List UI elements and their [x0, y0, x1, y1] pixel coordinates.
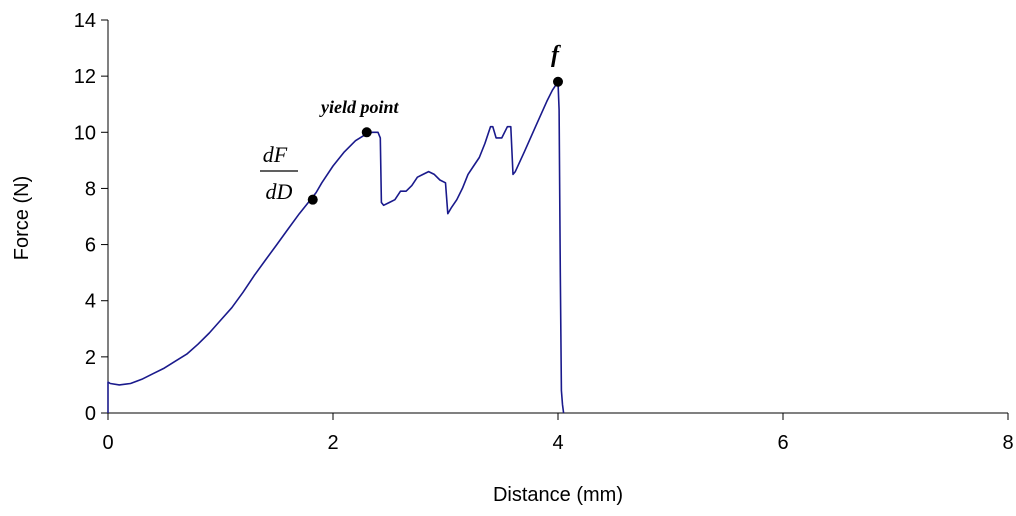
yield-point-label: yield point — [319, 97, 399, 117]
failure-point-label: f — [551, 42, 561, 68]
y-tick-label: 12 — [74, 66, 96, 88]
axes: 0 2 4 6 8 10 12 14 0 2 4 6 8 — [74, 10, 1014, 454]
force-distance-line — [107, 81, 565, 414]
y-axis-label: Force (N) — [11, 176, 33, 260]
x-tick-label: 8 — [1002, 432, 1013, 454]
annotations-layer: dF dD yield point f — [260, 42, 561, 204]
y-tick-label: 6 — [85, 235, 96, 257]
markers-layer — [307, 76, 563, 205]
y-tick-label: 4 — [85, 291, 96, 313]
x-tick-label: 0 — [102, 432, 113, 454]
slope-denominator-label: dD — [266, 179, 293, 204]
data-point-marker — [553, 76, 563, 87]
data-point-marker — [307, 194, 318, 205]
x-tick-label: 6 — [777, 432, 788, 454]
y-tick-label: 14 — [74, 10, 96, 32]
x-axis-label: Distance (mm) — [493, 484, 623, 506]
y-tick-label: 8 — [85, 178, 96, 200]
y-tick-label: 10 — [74, 122, 96, 144]
slope-numerator-label: dF — [263, 142, 288, 167]
x-tick-label: 4 — [552, 432, 563, 454]
series-layer — [107, 81, 565, 414]
x-tick-label: 2 — [327, 432, 338, 454]
y-tick-label: 0 — [85, 403, 96, 425]
data-point-marker — [361, 127, 372, 138]
y-tick-label: 2 — [85, 347, 96, 369]
